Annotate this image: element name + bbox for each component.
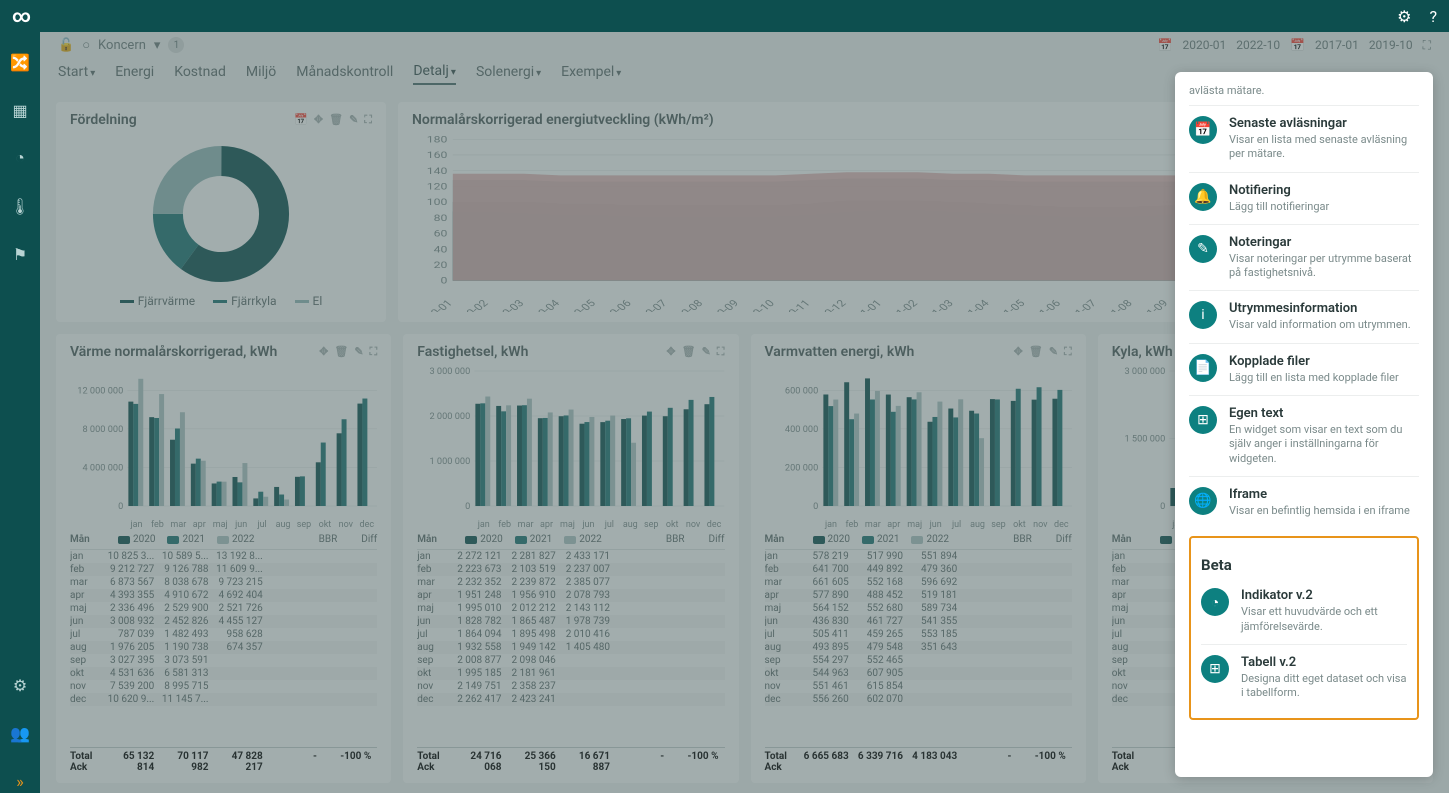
panel-intro: avlästa mätare. xyxy=(1189,84,1419,106)
panel-item-desc: Designa ditt eget dataset och visa i tab… xyxy=(1241,672,1407,701)
gear-icon[interactable]: ⚙ xyxy=(1397,7,1411,26)
gauge-icon[interactable]: ◔ xyxy=(8,146,32,170)
grid-icon[interactable]: ▦ xyxy=(8,98,32,122)
panel-item-desc: Visar ett huvudvärde och ett jämförelsev… xyxy=(1241,605,1407,634)
expand-icon[interactable]: » xyxy=(8,769,32,793)
panel-item-desc: En widget som visar en text som du själv… xyxy=(1229,423,1419,466)
panel-item-icon: i xyxy=(1189,301,1217,329)
panel-item-title: Indikator v.2 xyxy=(1241,588,1407,603)
panel-item[interactable]: ⊞ Egen text En widget som visar en text so… xyxy=(1189,396,1419,477)
panel-item[interactable]: i Utrymmesinformation Visar vald informati… xyxy=(1189,291,1419,343)
panel-item[interactable]: ◔ Indikator v.2 Visar ett huvudvärde och e… xyxy=(1201,578,1407,645)
panel-item-title: Kopplade filer xyxy=(1229,354,1419,369)
panel-item-icon: 🌐 xyxy=(1189,487,1217,515)
panel-item[interactable]: 🌐 Iframe Visar en befintlig hemsida i en i… xyxy=(1189,477,1419,528)
panel-item-title: Iframe xyxy=(1229,487,1419,502)
users-icon[interactable]: 👥 xyxy=(8,721,32,745)
panel-item[interactable]: 📅 Senaste avläsningar Visar en lista med s… xyxy=(1189,106,1419,173)
beta-section: Beta ◔ Indikator v.2 Visar ett huvudvärde … xyxy=(1189,536,1419,720)
side-nav: 🔀 ▦ ◔ 🌡 ⚑ ⚙ 👥 » xyxy=(0,32,40,793)
panel-item-title: Notifiering xyxy=(1229,183,1419,198)
settings-icon[interactable]: ⚙ xyxy=(8,673,32,697)
beta-label: Beta xyxy=(1201,546,1407,578)
panel-item-desc: Visar vald information om utrymmen. xyxy=(1229,318,1419,332)
panel-item-title: Noteringar xyxy=(1229,235,1419,250)
panel-item-icon: ✎ xyxy=(1189,235,1217,263)
logo: ∞ xyxy=(12,6,31,27)
panel-item-desc: Visar en befintlig hemsida i en iframe xyxy=(1229,504,1419,518)
panel-item-desc: Lägg till en lista med kopplade filer xyxy=(1229,371,1419,385)
widget-picker-panel: avlästa mätare. 📅 Senaste avläsningar Visa… xyxy=(1175,72,1433,777)
panel-item-icon: ⊞ xyxy=(1201,655,1229,683)
tree-icon[interactable]: 🔀 xyxy=(8,50,32,74)
panel-item-icon: 📄 xyxy=(1189,354,1217,382)
panel-item-desc: Lägg till notifieringar xyxy=(1229,200,1419,214)
panel-item-icon: ◔ xyxy=(1201,588,1229,616)
panel-item[interactable]: 📄 Kopplade filer Lägg till en lista med ko… xyxy=(1189,344,1419,396)
panel-item[interactable]: 🔔 Notifiering Lägg till notifieringar xyxy=(1189,173,1419,225)
panel-item[interactable]: ✎ Noteringar Visar noteringar per utrymme … xyxy=(1189,225,1419,292)
panel-item-title: Utrymmesinformation xyxy=(1229,301,1419,316)
panel-item-title: Senaste avläsningar xyxy=(1229,116,1419,131)
panel-item-icon: 🔔 xyxy=(1189,183,1217,211)
help-icon[interactable]: ? xyxy=(1429,7,1437,26)
panel-item-icon: ⊞ xyxy=(1189,406,1217,434)
flag-icon[interactable]: ⚑ xyxy=(8,242,32,266)
panel-item-desc: Visar noteringar per utrymme baserat på … xyxy=(1229,252,1419,281)
top-bar: ∞ ⚙ ? xyxy=(0,0,1449,32)
panel-item-icon: 📅 xyxy=(1189,116,1217,144)
panel-item-title: Tabell v.2 xyxy=(1241,655,1407,670)
thermometer-icon[interactable]: 🌡 xyxy=(8,194,32,218)
panel-item-desc: Visar en lista med senaste avläsning per… xyxy=(1229,133,1419,162)
panel-item-title: Egen text xyxy=(1229,406,1419,421)
panel-item[interactable]: ⊞ Tabell v.2 Designa ditt eget dataset och… xyxy=(1201,645,1407,711)
